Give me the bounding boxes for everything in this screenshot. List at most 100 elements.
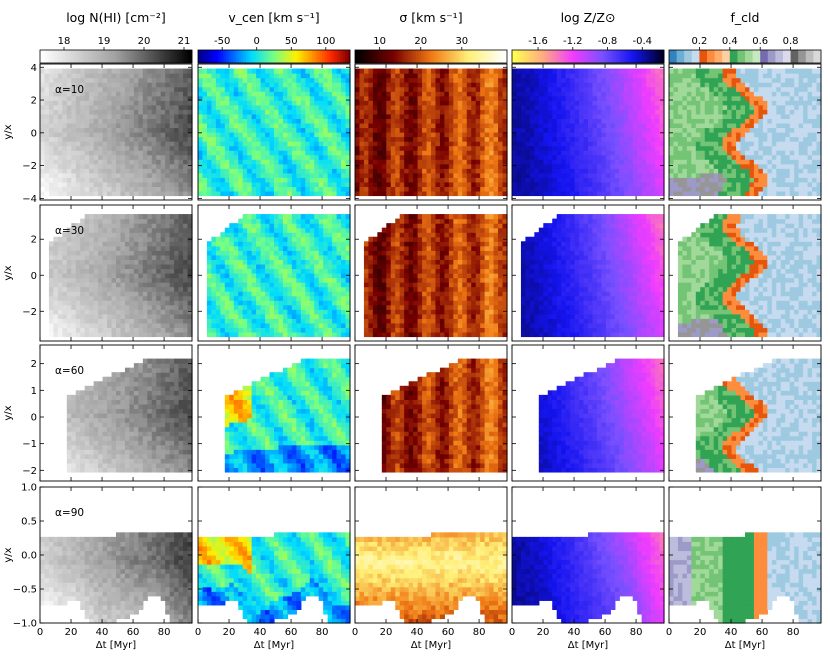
panel-sigma-row-2 bbox=[354, 204, 508, 342]
y-tick-label-r2-0: −2 bbox=[22, 307, 37, 318]
panel-fcld-row-1 bbox=[668, 63, 822, 201]
panel-logz-row-4 bbox=[511, 486, 665, 624]
colorbar-tick-label-nhi-3: 21 bbox=[178, 36, 191, 47]
y-tick-label-r2-1: 0 bbox=[31, 271, 37, 282]
x-tick-label-c1-2: 40 bbox=[96, 627, 109, 638]
colorbar-nhi bbox=[39, 49, 193, 64]
x-tick-label-c1-0: 0 bbox=[37, 627, 43, 638]
colorbar-label-vcen: v_cen [km s⁻¹] bbox=[228, 10, 319, 25]
panel-fcld-row-3 bbox=[668, 344, 822, 482]
colorbar-tick-label-sigma-0: 10 bbox=[373, 36, 386, 47]
colorbar-label-sigma: σ [km s⁻¹] bbox=[399, 10, 462, 25]
colorbar-sigma bbox=[354, 49, 508, 64]
panel-fcld-row-2 bbox=[668, 204, 822, 342]
colorbar-tick-label-logz-1: -1.2 bbox=[563, 36, 583, 47]
y-axis-label-row-2: y/x bbox=[3, 265, 14, 280]
colorbar-label-logz: log Z/Z⊙ bbox=[561, 10, 616, 25]
panel-nhi-row-3 bbox=[39, 344, 193, 482]
x-tick-label-c2-1: 20 bbox=[223, 627, 236, 638]
panel-fcld-row-4 bbox=[668, 486, 822, 624]
x-tick-label-c1-1: 20 bbox=[65, 627, 78, 638]
x-tick-label-c2-3: 60 bbox=[285, 627, 298, 638]
colorbar-tick-label-vcen-3: 100 bbox=[316, 36, 335, 47]
x-tick-label-c4-2: 40 bbox=[568, 627, 581, 638]
panel-sigma-row-4 bbox=[354, 486, 508, 624]
colorbar-tick-label-vcen-2: 50 bbox=[285, 36, 298, 47]
colorbar-fcld bbox=[668, 49, 822, 64]
y-tick-label-r2-2: 2 bbox=[31, 235, 37, 246]
colorbar-tick-label-sigma-1: 20 bbox=[414, 36, 427, 47]
colorbar-label-nhi: log N(HI) [cm⁻²] bbox=[66, 10, 166, 25]
x-axis-label-c3: Δt [Myr] bbox=[411, 640, 451, 651]
alpha-label-row-2: α=30 bbox=[55, 225, 84, 237]
y-tick-label-r4-4: 1.0 bbox=[21, 483, 37, 494]
x-tick-label-c4-4: 80 bbox=[630, 627, 643, 638]
colorbar-label-fcld: f_cld bbox=[731, 10, 760, 25]
colorbar-tick-label-nhi-1: 19 bbox=[98, 36, 111, 47]
y-tick-label-r1-1: −2 bbox=[22, 161, 37, 172]
y-tick-label-r4-1: −0.5 bbox=[13, 585, 37, 596]
y-tick-label-r4-0: −1.0 bbox=[13, 619, 37, 630]
colorbar-tick-label-fcld-1: 0.4 bbox=[722, 36, 738, 47]
x-tick-label-c1-4: 80 bbox=[158, 627, 171, 638]
alpha-label-row-1: α=10 bbox=[55, 84, 84, 96]
alpha-label-row-3: α=60 bbox=[55, 365, 84, 377]
x-tick-label-c3-0: 0 bbox=[352, 627, 358, 638]
x-tick-label-c5-2: 40 bbox=[725, 627, 738, 638]
x-tick-label-c4-3: 60 bbox=[599, 627, 612, 638]
x-tick-label-c5-4: 80 bbox=[787, 627, 800, 638]
x-tick-label-c3-2: 40 bbox=[411, 627, 424, 638]
y-tick-label-r3-2: 0 bbox=[31, 413, 37, 424]
x-tick-label-c2-2: 40 bbox=[254, 627, 267, 638]
y-axis-label-row-4: y/x bbox=[3, 547, 14, 562]
y-tick-label-r3-3: 1 bbox=[31, 386, 37, 397]
colorbar-tick-label-nhi-2: 20 bbox=[138, 36, 151, 47]
panel-nhi-row-2 bbox=[39, 204, 193, 342]
y-tick-label-r1-3: 2 bbox=[31, 96, 37, 107]
x-tick-label-c4-0: 0 bbox=[509, 627, 515, 638]
panel-vcen-row-3 bbox=[197, 344, 351, 482]
y-tick-label-r1-0: −4 bbox=[22, 194, 37, 205]
x-tick-label-c2-4: 80 bbox=[316, 627, 329, 638]
x-tick-label-c1-3: 60 bbox=[127, 627, 140, 638]
x-tick-label-c5-1: 20 bbox=[694, 627, 707, 638]
x-tick-label-c5-3: 60 bbox=[756, 627, 769, 638]
panel-logz-row-1 bbox=[511, 63, 665, 201]
y-tick-label-r3-0: −2 bbox=[22, 466, 37, 477]
panel-nhi-row-4 bbox=[39, 486, 193, 624]
y-tick-label-r3-1: −1 bbox=[22, 439, 37, 450]
x-tick-label-c3-4: 80 bbox=[473, 627, 486, 638]
y-tick-label-r1-4: 4 bbox=[31, 63, 37, 74]
colorbar-tick-label-logz-3: -0.4 bbox=[633, 36, 653, 47]
y-axis-label-row-1: y/x bbox=[3, 124, 14, 139]
x-tick-label-c4-1: 20 bbox=[537, 627, 550, 638]
panel-vcen-row-1 bbox=[197, 63, 351, 201]
colorbar-tick-label-nhi-0: 18 bbox=[58, 36, 71, 47]
panel-vcen-row-4 bbox=[197, 486, 351, 624]
x-tick-label-c3-1: 20 bbox=[380, 627, 393, 638]
x-tick-label-c2-0: 0 bbox=[195, 627, 201, 638]
y-tick-label-r1-2: 0 bbox=[31, 128, 37, 139]
x-axis-label-c2: Δt [Myr] bbox=[254, 640, 294, 651]
panel-sigma-row-3 bbox=[354, 344, 508, 482]
colorbar-tick-label-fcld-2: 0.6 bbox=[752, 36, 768, 47]
y-tick-label-r3-4: 2 bbox=[31, 359, 37, 370]
colorbar-tick-label-vcen-0: -50 bbox=[214, 36, 230, 47]
panel-logz-row-3 bbox=[511, 344, 665, 482]
panel-sigma-row-1 bbox=[354, 63, 508, 201]
colorbar-tick-label-sigma-2: 30 bbox=[455, 36, 468, 47]
x-axis-label-c1: Δt [Myr] bbox=[96, 640, 136, 651]
panel-nhi-row-1 bbox=[39, 63, 193, 201]
x-axis-label-c4: Δt [Myr] bbox=[568, 640, 608, 651]
x-tick-label-c5-0: 0 bbox=[666, 627, 672, 638]
y-axis-label-row-3: y/x bbox=[3, 405, 14, 420]
x-axis-label-c5: Δt [Myr] bbox=[725, 640, 765, 651]
colorbar-tick-label-vcen-1: 0 bbox=[254, 36, 260, 47]
colorbar-logz bbox=[511, 49, 665, 64]
colorbar-vcen bbox=[197, 49, 351, 64]
y-tick-label-r4-3: 0.5 bbox=[21, 517, 37, 528]
alpha-label-row-4: α=90 bbox=[55, 507, 84, 519]
colorbar-tick-label-logz-0: -1.6 bbox=[528, 36, 548, 47]
x-tick-label-c3-3: 60 bbox=[442, 627, 455, 638]
